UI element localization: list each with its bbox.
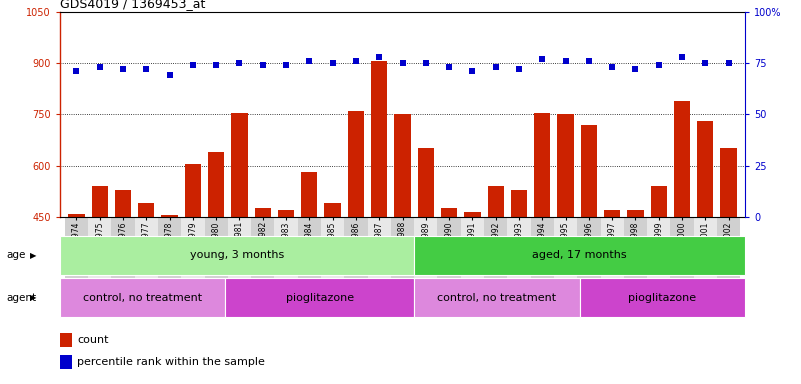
- Bar: [60, 278, 225, 317]
- Bar: [60, 236, 414, 275]
- Bar: [91, 186, 108, 217]
- Bar: [368, 217, 391, 295]
- Bar: [414, 217, 437, 295]
- Bar: [557, 114, 574, 217]
- Bar: [488, 186, 504, 217]
- Bar: [624, 217, 647, 295]
- Text: age: age: [6, 250, 26, 260]
- Bar: [720, 149, 737, 217]
- Bar: [697, 121, 714, 217]
- Text: ▶: ▶: [30, 293, 37, 302]
- Text: control, no treatment: control, no treatment: [83, 293, 203, 303]
- Bar: [88, 217, 111, 295]
- Bar: [60, 355, 72, 369]
- Bar: [181, 217, 204, 295]
- Bar: [68, 214, 85, 217]
- Bar: [185, 164, 201, 217]
- Bar: [251, 217, 275, 295]
- Bar: [227, 217, 251, 295]
- Text: agent: agent: [6, 293, 37, 303]
- Bar: [530, 217, 554, 295]
- Bar: [348, 111, 364, 217]
- Bar: [162, 215, 178, 217]
- Text: ▶: ▶: [30, 251, 37, 260]
- Bar: [394, 114, 411, 217]
- Bar: [60, 333, 72, 348]
- Text: pioglitazone: pioglitazone: [286, 293, 354, 303]
- Bar: [414, 278, 580, 317]
- Text: young, 3 months: young, 3 months: [190, 250, 284, 260]
- Bar: [298, 217, 321, 295]
- Bar: [111, 217, 135, 295]
- Text: aged, 17 months: aged, 17 months: [533, 250, 627, 260]
- Text: GDS4019 / 1369453_at: GDS4019 / 1369453_at: [60, 0, 205, 10]
- Bar: [511, 190, 527, 217]
- Bar: [414, 236, 745, 275]
- Bar: [554, 217, 578, 295]
- Bar: [344, 217, 368, 295]
- Bar: [465, 212, 481, 217]
- Bar: [301, 172, 317, 217]
- Bar: [225, 278, 414, 317]
- Bar: [441, 209, 457, 217]
- Text: count: count: [77, 335, 109, 345]
- Bar: [321, 217, 344, 295]
- Bar: [255, 209, 271, 217]
- Bar: [650, 186, 667, 217]
- Bar: [581, 124, 597, 217]
- Bar: [135, 217, 158, 295]
- Bar: [231, 113, 248, 217]
- Bar: [138, 203, 155, 217]
- Bar: [670, 217, 694, 295]
- Bar: [534, 113, 550, 217]
- Bar: [578, 217, 601, 295]
- Bar: [275, 217, 298, 295]
- Bar: [717, 217, 740, 295]
- Bar: [484, 217, 507, 295]
- Bar: [391, 217, 414, 295]
- Text: pioglitazone: pioglitazone: [628, 293, 696, 303]
- Bar: [437, 217, 461, 295]
- Bar: [604, 210, 620, 217]
- Text: percentile rank within the sample: percentile rank within the sample: [77, 357, 265, 367]
- Bar: [417, 149, 434, 217]
- Bar: [208, 152, 224, 217]
- Bar: [324, 203, 340, 217]
- Bar: [204, 217, 227, 295]
- Bar: [65, 217, 88, 295]
- Bar: [694, 217, 717, 295]
- Bar: [627, 210, 643, 217]
- Bar: [647, 217, 670, 295]
- Bar: [674, 101, 690, 217]
- Bar: [601, 217, 624, 295]
- Bar: [507, 217, 530, 295]
- Bar: [278, 210, 294, 217]
- Bar: [580, 278, 745, 317]
- Bar: [371, 61, 388, 217]
- Bar: [461, 217, 484, 295]
- Bar: [115, 190, 131, 217]
- Text: control, no treatment: control, no treatment: [437, 293, 557, 303]
- Bar: [158, 217, 181, 295]
